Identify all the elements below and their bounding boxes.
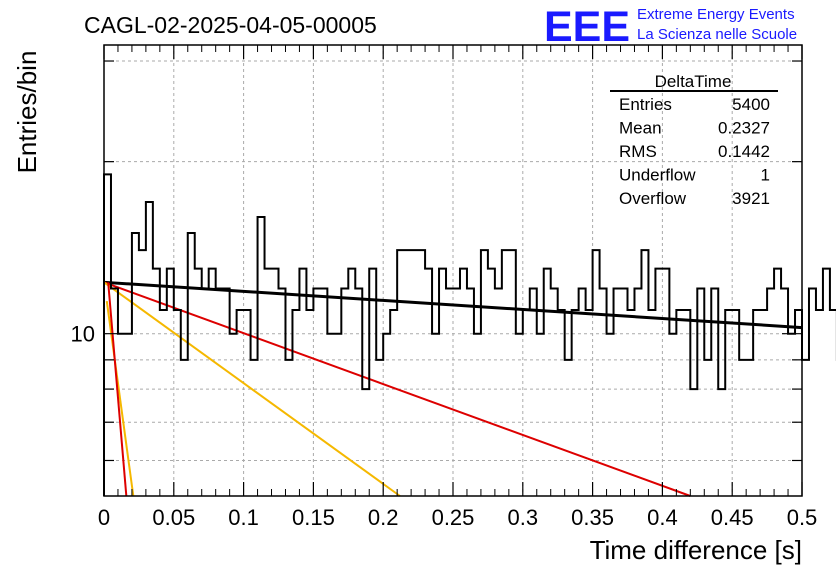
- stats-value: 5400: [732, 95, 770, 114]
- logo-line-1: Extreme Energy Events: [637, 6, 795, 23]
- y-axis-label: Entries/bin: [12, 51, 42, 174]
- y-tick-label: 10: [71, 322, 95, 347]
- stats-label: RMS: [619, 142, 657, 161]
- stats-label: Underflow: [619, 166, 696, 185]
- fit-line: [105, 301, 135, 497]
- x-axis-label: Time difference [s]: [590, 535, 802, 565]
- x-tick-label: 0.2: [368, 505, 399, 530]
- stats-label: Overflow: [619, 189, 687, 208]
- stats-value: 1: [761, 166, 770, 185]
- grid-lines: [104, 45, 802, 496]
- stats-box: DeltaTime Entries 5400 Mean 0.2327 RMS 0.1442…: [610, 72, 778, 208]
- stats-label: Entries: [619, 95, 672, 114]
- stats-value: 0.2327: [718, 119, 770, 138]
- fit-line: [103, 280, 803, 330]
- stats-value: 0.1442: [718, 142, 770, 161]
- x-tick-label: 0: [98, 505, 110, 530]
- x-tick-label: 0.45: [711, 505, 754, 530]
- histogram-outline: [103, 173, 836, 496]
- x-tick-label: 0.25: [432, 505, 475, 530]
- fit-line: [103, 281, 401, 497]
- fit-line: [107, 282, 128, 497]
- stats-value: 3921: [732, 189, 770, 208]
- eee-logo: EEE Extreme Energy Events La Scienza nel…: [544, 3, 797, 51]
- stats-name: DeltaTime: [655, 72, 732, 91]
- x-tick-label: 0.5: [787, 505, 818, 530]
- logo-line-2: La Scienza nelle Scuole: [637, 26, 797, 43]
- x-tick-label: 0.15: [292, 505, 335, 530]
- x-tick-label: 0.35: [571, 505, 614, 530]
- x-tick-label: 0.1: [228, 505, 259, 530]
- x-tick-label: 0.4: [647, 505, 678, 530]
- chart-title: CAGL-02-2025-04-05-00005: [84, 12, 377, 38]
- x-tick-label: 0.3: [508, 505, 539, 530]
- stats-label: Mean: [619, 119, 662, 138]
- fit-lines: [103, 280, 803, 497]
- axes: 0 0.05 0.1 0.15 0.2 0.25 0.3 0.35 0.4 0.45 0.5 10: [71, 44, 818, 530]
- x-tick-label: 0.05: [152, 505, 195, 530]
- eee-logo-mark: EEE: [544, 3, 630, 51]
- fit-line: [103, 281, 691, 497]
